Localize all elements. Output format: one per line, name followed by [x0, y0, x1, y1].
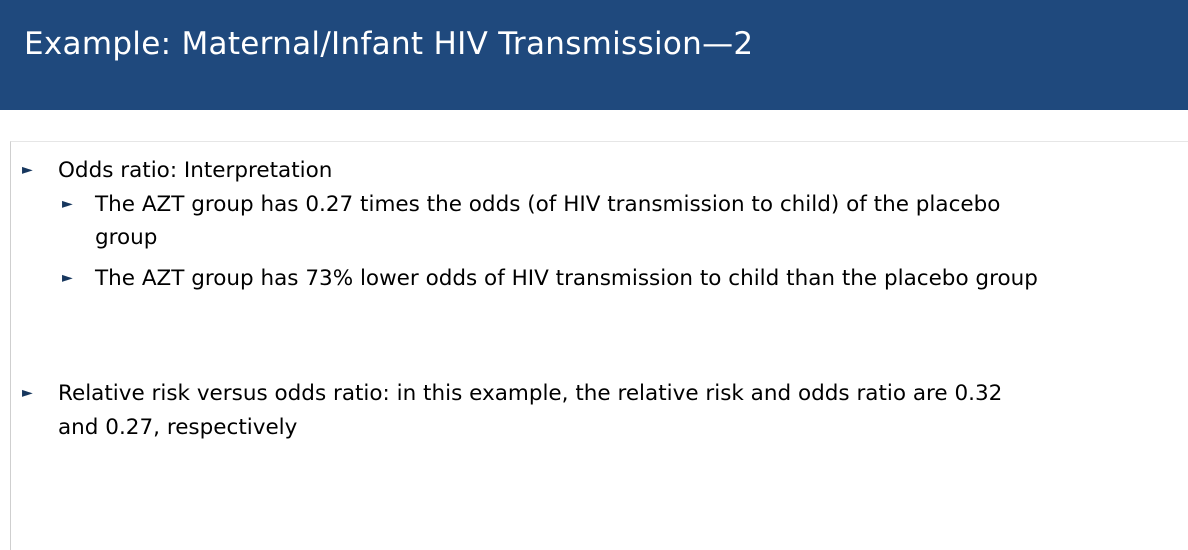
sub-bullet-text-line2: group	[95, 225, 158, 250]
bullet-arrow-icon: ►	[22, 385, 33, 401]
sub-bullet-arrow-icon: ►	[62, 196, 73, 212]
sub-bullet-text-line1: The AZT group has 73% lower odds of HIV …	[95, 266, 1038, 291]
slide-header: Example: Maternal/Infant HIV Transmissio…	[0, 0, 1188, 110]
bullet-text-line1: Relative risk versus odds ratio: in this…	[58, 381, 1003, 406]
slide-title: Example: Maternal/Infant HIV Transmissio…	[24, 26, 754, 62]
slide-content-area	[10, 141, 1188, 550]
sub-bullet-text-line1: The AZT group has 0.27 times the odds (o…	[95, 192, 1001, 217]
bullet-arrow-icon: ►	[22, 162, 33, 178]
sub-bullet-arrow-icon: ►	[62, 270, 73, 286]
bullet-text: Odds ratio: Interpretation	[58, 158, 333, 183]
bullet-text-line2: and 0.27, respectively	[58, 415, 298, 440]
